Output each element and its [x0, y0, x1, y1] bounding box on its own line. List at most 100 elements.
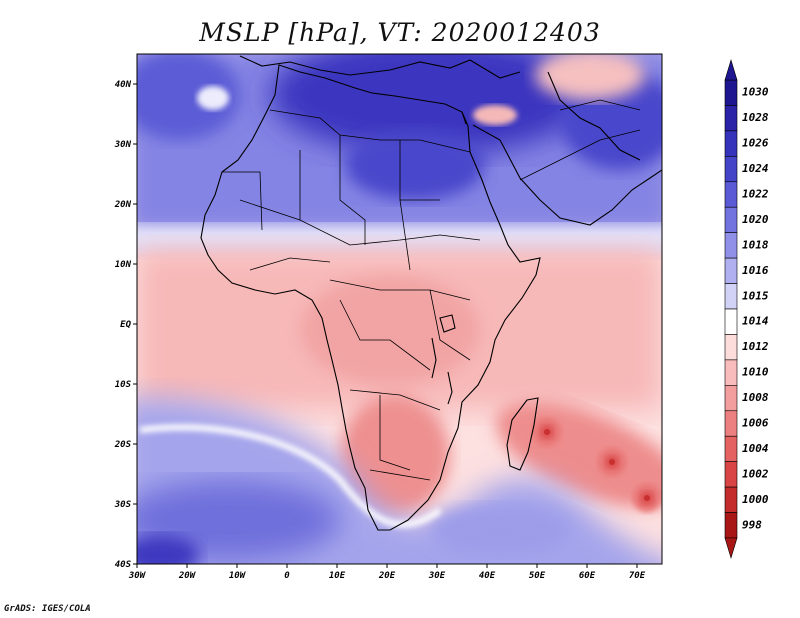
- border-chad-sudan: [399, 199, 411, 271]
- south-white-contour: [139, 424, 442, 528]
- colorbar-label: 1012: [742, 340, 769, 353]
- red-sea-coastline: [461, 111, 467, 125]
- colorbar-swatch: [724, 105, 738, 132]
- colorbar-label: 1004: [742, 442, 769, 455]
- turkey-low: [473, 105, 517, 125]
- colorbar-label: 1002: [742, 467, 769, 480]
- colorbar-label: 1006: [742, 417, 769, 430]
- map-frame: [136, 53, 663, 565]
- border-west-africa: [249, 257, 331, 271]
- lake-malawi: [447, 371, 453, 405]
- lake-victoria: [439, 314, 456, 333]
- europe-coastline: [239, 55, 521, 79]
- lat-tick-label: 10S: [115, 380, 132, 390]
- colorbar-swatch: [724, 435, 738, 462]
- madagascar-coastline: [506, 397, 539, 471]
- pressure-low-center: [598, 448, 626, 476]
- colorbar-label: 1000: [742, 493, 769, 506]
- colorbar-label: 998: [742, 518, 762, 531]
- colorbar: 1030 1028 1026 1024 1022 1020 1018 1016 1015 1014…: [724, 58, 769, 560]
- border-congo: [339, 299, 431, 371]
- arabia-coastline: [472, 124, 662, 226]
- mediterranean-high: [270, 54, 590, 155]
- colorbar-swatch: [724, 410, 738, 437]
- border-namibia-botswana: [379, 395, 411, 471]
- lat-tick-label: 20N: [114, 200, 132, 210]
- lat-tick-label: 20S: [114, 440, 132, 450]
- border-east-africa: [429, 289, 471, 361]
- colorbar-label: 1014: [742, 315, 769, 328]
- colorbar-swatch: [724, 156, 738, 183]
- colorbar-bottom-arrow: [724, 537, 738, 560]
- lon-tick-label: 20E: [378, 571, 396, 581]
- colorbar-swatch: [724, 486, 738, 513]
- colorbar-swatch: [724, 334, 738, 361]
- lat-tick-label: 40S: [115, 560, 132, 570]
- pressure-field: [137, 54, 662, 564]
- lon-tick-label: 0: [284, 571, 290, 581]
- lon-tick-label: 10W: [229, 571, 247, 581]
- colorbar-swatch: [724, 206, 738, 233]
- border-libya: [339, 135, 366, 245]
- lon-tick-label: 10E: [329, 571, 346, 581]
- transition-band: [137, 225, 662, 251]
- border-sahara-west: [222, 171, 263, 231]
- pressure-low-center: [533, 418, 561, 446]
- chart-title: MSLP [hPa], VT: 2020012403: [199, 18, 601, 47]
- colorbar-label: 1022: [742, 188, 769, 201]
- border-arabia: [519, 129, 641, 181]
- border-sahel: [239, 199, 481, 246]
- colorbar-swatch: [724, 283, 738, 310]
- colorbar-swatch: [724, 308, 738, 335]
- border-maghreb: [269, 109, 471, 153]
- colorbar-label: 1018: [742, 238, 769, 251]
- persian-gulf-coastline: [547, 71, 641, 161]
- south-africa-low: [340, 395, 450, 515]
- lon-tick-label: 70E: [629, 571, 646, 581]
- colorbar-label: 1026: [742, 137, 769, 150]
- pressure-low-center: [633, 484, 661, 512]
- colorbar-swatch: [724, 130, 738, 157]
- colorbar-label: 1016: [742, 264, 769, 277]
- colorbar-swatch: [724, 181, 738, 208]
- longitude-axis: 30W 20W 10W 0 10E 20E 30E 40E 50E 60E 70E: [128, 564, 646, 581]
- sahara-high-core: [345, 130, 485, 200]
- lake-tanganyika: [431, 337, 437, 379]
- colorbar-top-arrow: [724, 58, 738, 81]
- central-africa-low: [300, 275, 480, 385]
- lat-tick-label: 40N: [115, 80, 132, 90]
- footer-credit: GrADS: IGES/COLA: [4, 604, 91, 614]
- lat-tick-label: EQ: [120, 320, 131, 330]
- lon-tick-label: 20W: [178, 571, 197, 581]
- colorbar-swatch: [724, 461, 738, 488]
- colorbar-label: 1015: [742, 289, 769, 302]
- colorbar-swatch: [724, 79, 738, 106]
- border-south-africa: [369, 469, 431, 481]
- colorbar-label: 1010: [742, 366, 769, 379]
- border-central-africa: [329, 279, 471, 301]
- lat-tick-label: 10N: [115, 260, 132, 270]
- south-atlantic-high-core: [137, 480, 340, 560]
- country-borders: [222, 99, 641, 481]
- lat-tick-label: 30S: [114, 500, 132, 510]
- latitude-axis: 40N 30N 20N 10N EQ 10S 20S 30S 40S: [114, 80, 137, 570]
- lon-tick-label: 50E: [529, 571, 546, 581]
- south-indian-high: [430, 505, 570, 555]
- africa-coastline: [200, 64, 541, 531]
- colorbar-swatch: [724, 359, 738, 386]
- colorbar-swatch: [724, 385, 738, 412]
- colorbar-label: 1008: [742, 391, 769, 404]
- north-atlantic-high: [137, 54, 240, 140]
- colorbar-swatch: [724, 257, 738, 284]
- colorbar-label: 1030: [742, 86, 769, 99]
- middle-east-low: [535, 54, 645, 100]
- coastlines: [200, 55, 662, 531]
- lon-tick-label: 40E: [479, 571, 496, 581]
- lon-tick-label: 60E: [579, 571, 596, 581]
- colorbar-swatch: [724, 512, 738, 539]
- lat-tick-label: 30N: [114, 140, 132, 150]
- colorbar-label: 1024: [742, 162, 769, 175]
- colorbar-label: 1028: [742, 111, 769, 124]
- colorbar-swatch: [724, 232, 738, 259]
